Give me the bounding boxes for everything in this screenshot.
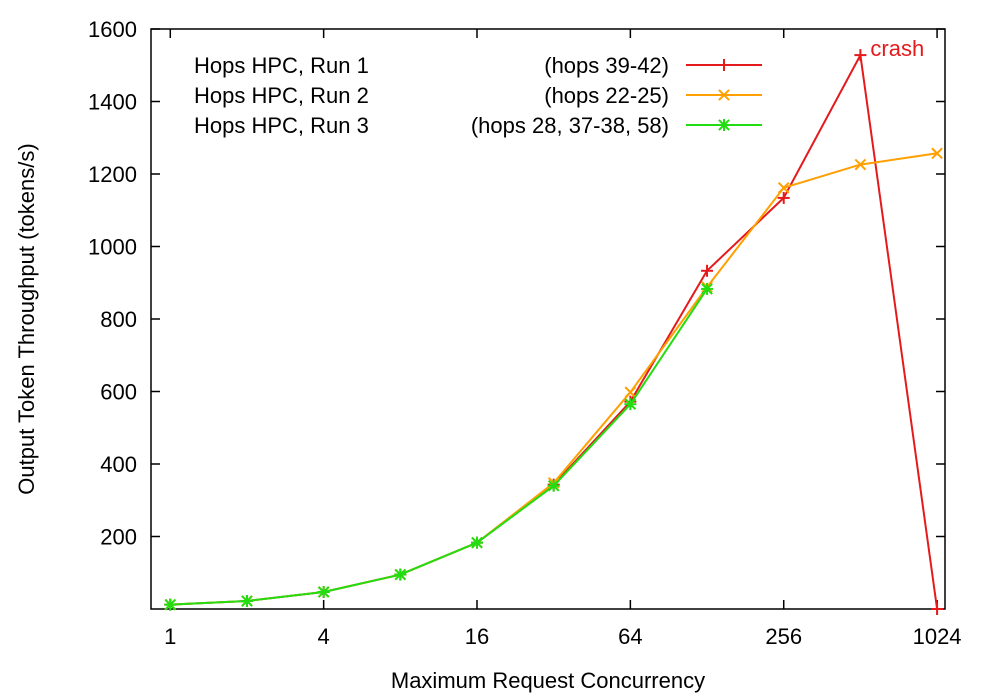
- data-point: [718, 89, 730, 101]
- data-point: [240, 595, 253, 608]
- series-layer: [164, 49, 944, 615]
- legend: Hops HPC, Run 1 (hops 39-42) Hops HPC, Run…: [194, 53, 762, 138]
- data-point: [854, 158, 867, 171]
- y-tick-label: 1200: [88, 162, 137, 187]
- data-point: [777, 191, 790, 204]
- y-axis-title: Output Token Throughput (tokens/s): [14, 143, 39, 494]
- data-point: [317, 585, 330, 598]
- series-line: [170, 54, 939, 610]
- data-point: [471, 536, 484, 549]
- y-tick-label: 1600: [88, 17, 137, 42]
- data-point: [624, 398, 637, 411]
- series-line: [170, 288, 708, 606]
- x-tick-label: 16: [465, 624, 489, 649]
- y-tick-label: 1000: [88, 235, 137, 260]
- x-tick-label: 4: [318, 624, 330, 649]
- y-tick-label: 600: [100, 380, 137, 405]
- legend-series-name: Hops HPC, Run 2: [194, 83, 369, 108]
- legend-series-name: Hops HPC, Run 1: [194, 53, 369, 78]
- x-tick-label: 64: [618, 624, 642, 649]
- x-axis-title: Maximum Request Concurrency: [391, 668, 705, 693]
- legend-series-name: Hops HPC, Run 3: [194, 113, 369, 138]
- series-3: [164, 282, 714, 611]
- series-2: [164, 147, 943, 611]
- data-point: [701, 264, 714, 277]
- y-tick-label: 400: [100, 452, 137, 477]
- data-point: [394, 568, 407, 581]
- data-point: [718, 59, 730, 71]
- data-point: [701, 282, 714, 295]
- y-tick-label: 1400: [88, 90, 137, 115]
- data-point: [854, 49, 867, 62]
- data-point: [547, 479, 560, 492]
- annotations: crash: [870, 36, 924, 61]
- y-tick-label: 200: [100, 525, 137, 550]
- y-tick-label: 800: [100, 307, 137, 332]
- x-tick-label: 256: [765, 624, 802, 649]
- x-tick-label: 1: [164, 624, 176, 649]
- data-point: [718, 119, 730, 131]
- legend-series-note: (hops 22-25): [544, 83, 669, 108]
- legend-series-note: (hops 28, 37-38, 58): [471, 113, 669, 138]
- series-line: [170, 152, 938, 606]
- crash-annotation: crash: [870, 36, 924, 61]
- data-point: [931, 603, 944, 615]
- legend-series-note: (hops 39-42): [544, 53, 669, 78]
- data-point: [164, 598, 177, 611]
- x-tick-label: 1024: [913, 624, 962, 649]
- data-point: [777, 181, 790, 194]
- data-point: [624, 386, 637, 399]
- axis-ticks: 1 4 16 64 256 1024 200 400 600 800 1000 1200 1400 160…: [88, 17, 962, 649]
- data-point: [931, 147, 943, 160]
